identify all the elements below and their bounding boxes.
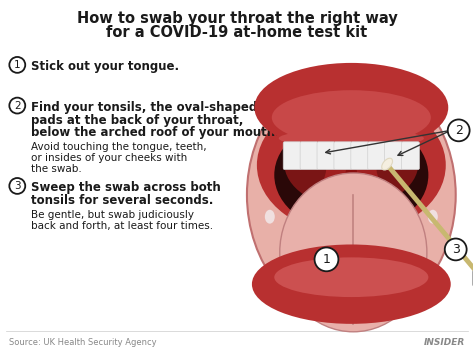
Ellipse shape [297, 134, 406, 206]
Circle shape [315, 247, 338, 271]
Ellipse shape [255, 63, 448, 152]
Text: or insides of your cheeks with: or insides of your cheeks with [31, 153, 187, 163]
FancyBboxPatch shape [351, 142, 369, 169]
Ellipse shape [257, 96, 446, 235]
Text: 2: 2 [14, 100, 20, 111]
Ellipse shape [247, 68, 456, 321]
Text: 3: 3 [452, 243, 460, 256]
Ellipse shape [347, 185, 356, 195]
Text: How to swab your throat the right way: How to swab your throat the right way [77, 11, 397, 26]
FancyBboxPatch shape [283, 142, 301, 169]
Ellipse shape [279, 129, 424, 147]
Text: below the arched roof of your mouth.: below the arched roof of your mouth. [31, 126, 280, 140]
Ellipse shape [382, 158, 392, 170]
FancyBboxPatch shape [473, 270, 474, 286]
Text: INSIDER: INSIDER [423, 338, 465, 347]
Circle shape [448, 120, 470, 141]
Text: Source: UK Health Security Agency: Source: UK Health Security Agency [9, 338, 157, 347]
Text: tonsils for several seconds.: tonsils for several seconds. [31, 194, 214, 207]
Ellipse shape [252, 245, 451, 324]
Text: Sweep the swab across both: Sweep the swab across both [31, 181, 221, 194]
Text: back and forth, at least four times.: back and forth, at least four times. [31, 221, 213, 231]
Text: Be gentle, but swab judiciously: Be gentle, but swab judiciously [31, 210, 194, 220]
Text: 1: 1 [14, 60, 20, 70]
Text: pads at the back of your throat,: pads at the back of your throat, [31, 114, 244, 126]
FancyBboxPatch shape [334, 142, 352, 169]
Ellipse shape [376, 139, 410, 191]
Ellipse shape [428, 210, 438, 224]
Ellipse shape [265, 210, 275, 224]
Text: 3: 3 [14, 181, 20, 191]
Ellipse shape [274, 257, 428, 297]
Text: the swab.: the swab. [31, 164, 82, 174]
Circle shape [445, 239, 466, 260]
Ellipse shape [346, 163, 357, 187]
Ellipse shape [274, 118, 428, 232]
Text: 1: 1 [322, 253, 330, 266]
FancyBboxPatch shape [401, 142, 419, 169]
FancyBboxPatch shape [317, 142, 335, 169]
Ellipse shape [272, 90, 431, 145]
Ellipse shape [284, 119, 419, 208]
FancyBboxPatch shape [384, 142, 402, 169]
Text: 2: 2 [455, 124, 463, 137]
Text: Avoid touching the tongue, teeth,: Avoid touching the tongue, teeth, [31, 142, 207, 152]
FancyBboxPatch shape [300, 142, 318, 169]
Ellipse shape [280, 173, 427, 332]
FancyBboxPatch shape [368, 142, 386, 169]
Text: Stick out your tongue.: Stick out your tongue. [31, 60, 179, 73]
Ellipse shape [292, 139, 327, 191]
Text: Find your tonsils, the oval-shaped: Find your tonsils, the oval-shaped [31, 101, 257, 114]
Text: for a COVID-19 at-home test kit: for a COVID-19 at-home test kit [106, 25, 368, 40]
